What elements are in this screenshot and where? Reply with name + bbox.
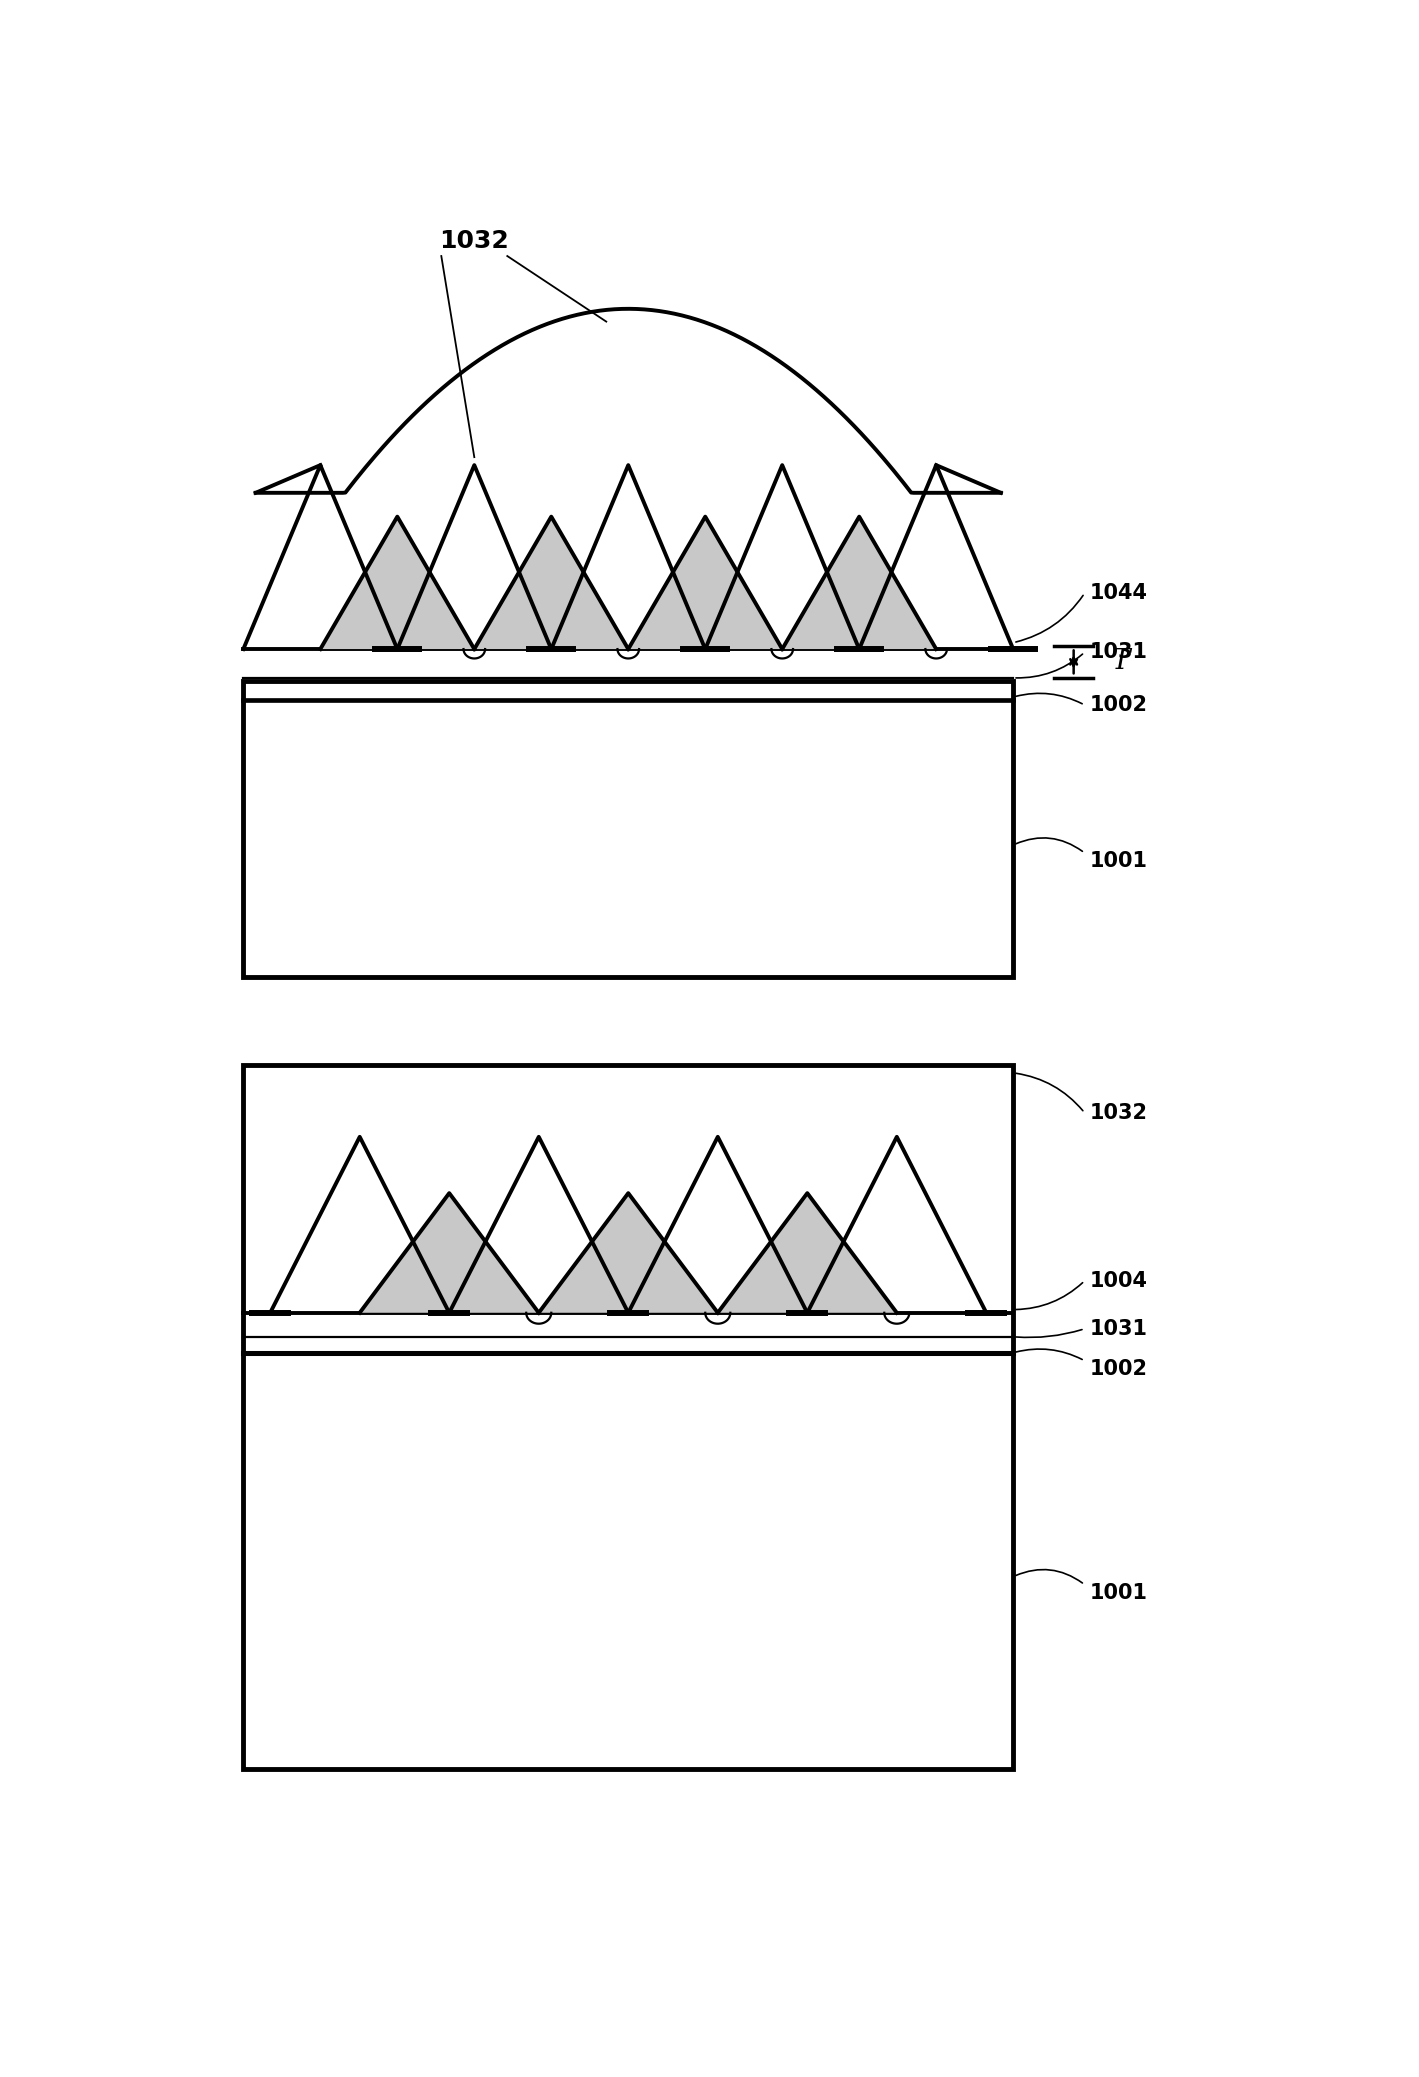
Text: 1002: 1002 (1090, 696, 1148, 714)
Text: 1032: 1032 (440, 228, 509, 253)
Polygon shape (782, 517, 937, 648)
Polygon shape (321, 517, 474, 648)
Polygon shape (629, 517, 782, 648)
Polygon shape (539, 1192, 718, 1313)
Text: 1031: 1031 (1090, 642, 1148, 663)
Polygon shape (474, 517, 629, 648)
Text: T: T (1112, 648, 1131, 675)
Text: 1032: 1032 (1090, 1103, 1148, 1124)
Text: 1002: 1002 (1090, 1358, 1148, 1379)
Text: 1004: 1004 (1090, 1271, 1148, 1290)
Polygon shape (718, 1192, 897, 1313)
Text: 1001: 1001 (1090, 852, 1148, 870)
Bar (244, 681, 1013, 976)
Bar (244, 1066, 1013, 1770)
Text: 1031: 1031 (1090, 1319, 1148, 1340)
Text: 1044: 1044 (1090, 584, 1148, 602)
Polygon shape (360, 1192, 539, 1313)
Text: 1001: 1001 (1090, 1583, 1148, 1603)
